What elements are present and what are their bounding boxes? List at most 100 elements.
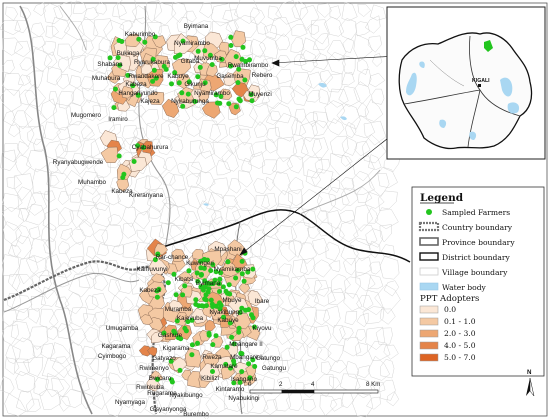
place-label: Rwambirambo: [228, 62, 269, 69]
scale-tick-2: 2: [279, 381, 283, 388]
village-polygon: [233, 313, 252, 330]
sampled-farmer-dot: [208, 268, 214, 274]
sampled-farmer-dot: [213, 92, 219, 98]
village-polygon: [139, 314, 154, 325]
village-polygon: [171, 248, 187, 262]
sampled-farmer-dot: [115, 55, 121, 61]
legend-symbol-country: [418, 221, 440, 232]
legend-label-district: District boundary: [442, 253, 510, 262]
legend-symbol-district: [419, 252, 439, 261]
place-label: Byimana: [196, 280, 221, 287]
sampled-farmer-dot: [117, 62, 123, 68]
place-label: Gatungu: [262, 365, 287, 372]
sampled-farmer-dot: [198, 265, 204, 271]
legend: Legend Sampled Farmers Country boundary Pr…: [411, 186, 545, 377]
sampled-farmer-dot: [176, 80, 182, 86]
sampled-farmer-dot: [161, 63, 167, 69]
legend-symbol-province: [419, 237, 439, 246]
legend-label-water: Water body: [442, 283, 487, 292]
sampled-farmer-dot: [233, 275, 239, 281]
place-label: Gatungo: [256, 355, 281, 362]
sampled-farmer-dot: [180, 38, 186, 44]
sampled-farmer-dot: [135, 143, 141, 149]
sampled-farmer-dot: [243, 307, 248, 313]
sampled-farmer-dot: [189, 342, 195, 348]
sampled-farmer-dot: [249, 98, 255, 104]
sampled-farmer-dot: [200, 287, 206, 293]
place-label: Nyakibungo: [209, 309, 243, 316]
sampled-farmer-dot: [151, 67, 157, 73]
sampled-farmer-dot: [195, 74, 201, 80]
place-label: Mpashani: [214, 246, 241, 253]
sampled-farmer-dot: [220, 284, 226, 290]
sampled-farmer-dot: [154, 294, 160, 300]
sampled-farmer-dot: [198, 272, 204, 278]
sampled-farmer-dot: [231, 341, 237, 347]
place-label: Ibare: [255, 298, 270, 305]
sampled-farmer-dot: [250, 266, 256, 272]
sampled-farmer-dot: [228, 365, 233, 371]
sampled-farmer-dot: [224, 344, 230, 350]
place-label: Iramiro: [108, 116, 128, 123]
inset-kigali-label: KIGALI: [472, 78, 490, 84]
sampled-farmer-dot: [237, 310, 243, 315]
sampled-farmer-dot: [121, 171, 127, 177]
place-label: Gashure: [158, 332, 183, 339]
inset-study-area: [484, 40, 493, 52]
village-polygon: [206, 63, 218, 77]
sampled-farmer-dot: [239, 369, 245, 375]
place-label: Shabana: [97, 61, 123, 68]
village-polygon: [198, 89, 210, 103]
sampled-farmer-dot: [210, 304, 216, 310]
village-polygon: [168, 299, 184, 313]
sampled-farmer-dot: [189, 317, 195, 323]
ppt-class-label: 5.0 - 7.0: [444, 353, 476, 362]
place-label: Kintaramo: [216, 386, 245, 393]
sampled-farmer-dot: [202, 296, 208, 302]
sampled-farmer-dot: [140, 145, 146, 150]
sampled-farmer-dot: [206, 286, 212, 292]
north-arrow-label: N: [527, 369, 532, 376]
legend-label-province: Province boundary: [442, 238, 515, 247]
sampled-farmer-dot: [213, 269, 219, 275]
sampled-farmer-dot: [111, 105, 117, 111]
village-polygon: [231, 30, 246, 48]
sampled-farmer-dot: [130, 83, 136, 89]
sampled-farmer-dot: [116, 153, 122, 159]
sampled-farmer-dot: [180, 103, 186, 109]
place-label: Kabuye: [167, 73, 189, 80]
place-label: Ryarukabura: [134, 59, 171, 66]
place-label: Kireranyana: [129, 192, 163, 199]
legend-symbol-village: [419, 267, 439, 276]
ppt-class-swatch: [419, 317, 439, 326]
place-label: Byimana: [184, 23, 209, 30]
legend-label-village: Village boundary: [441, 268, 508, 277]
place-label: Mbuye: [223, 297, 242, 304]
sampled-farmer-dot: [155, 251, 161, 257]
sampled-farmer-dot: [154, 376, 160, 382]
sampled-farmer-dot: [173, 292, 179, 298]
sampled-farmer-dot: [236, 329, 242, 335]
sampled-farmer-dot: [210, 369, 215, 374]
village-polygon: [204, 319, 216, 332]
place-label: Cyabahurura: [132, 144, 169, 151]
sampled-farmers-dots: [107, 34, 258, 386]
sampled-farmer-dot: [242, 77, 248, 83]
sampled-farmer-dot: [150, 56, 156, 62]
place-label: Kajeza: [140, 98, 160, 105]
sampled-farmer-dot: [173, 54, 178, 60]
sampled-farmer-dot: [218, 270, 224, 276]
sampled-farmer-dot: [226, 101, 232, 107]
sampled-farmer-dot: [235, 267, 241, 273]
ppt-class-swatch: [419, 305, 439, 314]
place-label: Gatyazo: [152, 355, 176, 362]
sampled-farmer-dot: [226, 282, 232, 288]
sampled-farmer-dot: [231, 358, 237, 364]
legend-symbol-water: [419, 282, 439, 291]
sampled-farmer-dot: [204, 281, 210, 287]
sampled-farmer-dot: [246, 361, 252, 367]
place-label: Gasemba: [216, 73, 244, 80]
sampled-farmer-dot: [225, 259, 231, 265]
sampled-farmer-dot: [153, 75, 159, 81]
place-label: Muyenzi: [248, 91, 271, 98]
